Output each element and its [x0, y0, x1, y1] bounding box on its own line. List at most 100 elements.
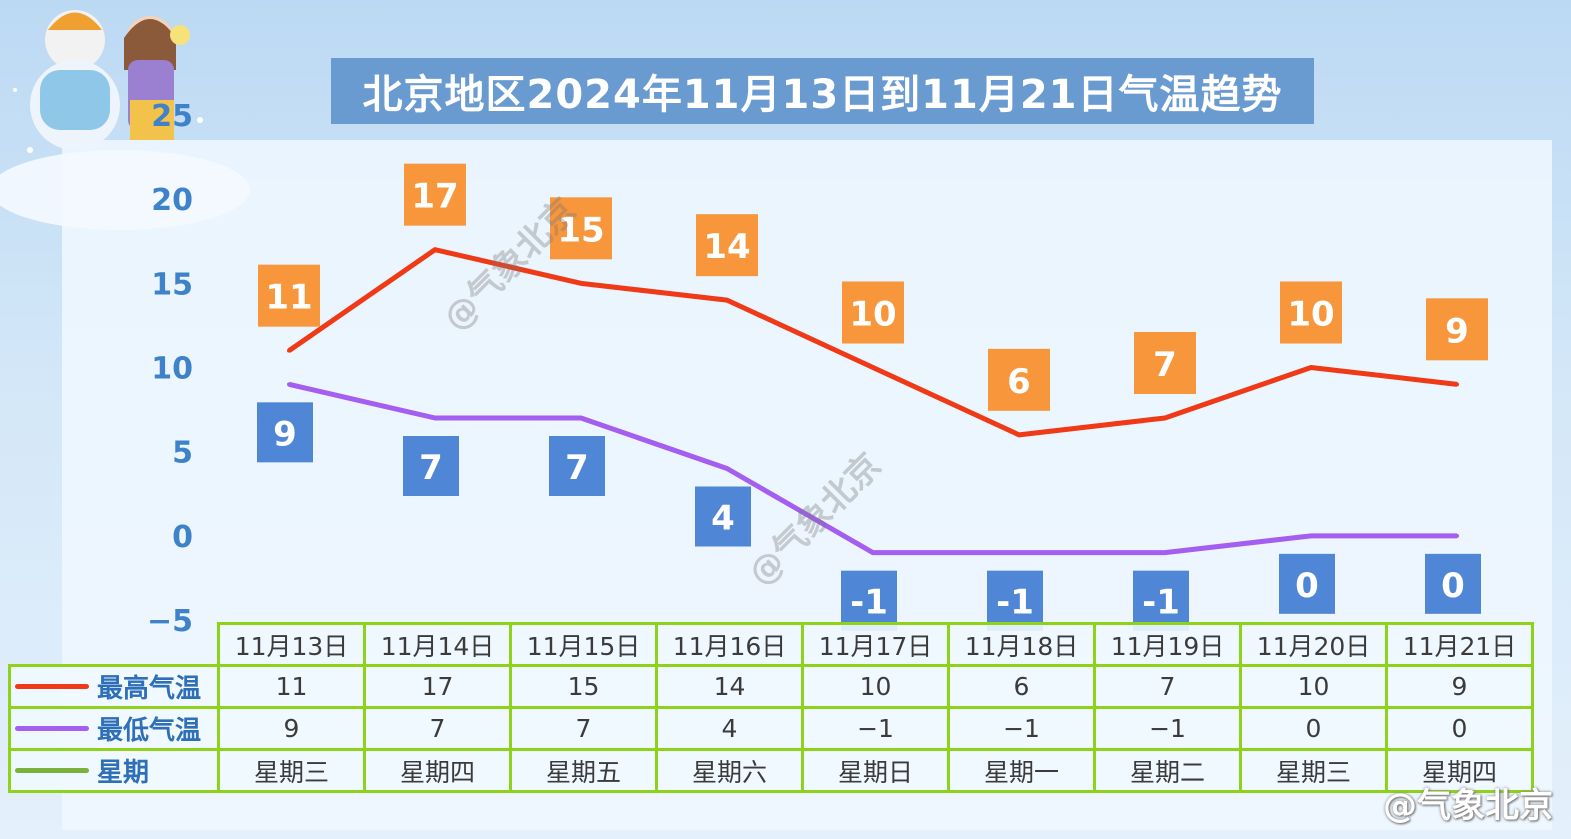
table-low-cell: −1 [947, 706, 1096, 751]
low-temp-series [287, 381, 1459, 556]
high-label-box [696, 214, 758, 277]
table-week-cell: 星期四 [363, 748, 512, 793]
table-week-cell: 星期二 [1093, 748, 1242, 793]
high-label-box [258, 264, 320, 327]
low-data-label: 7 [565, 448, 589, 488]
low-label-box [987, 570, 1043, 631]
table-week-cell: 星期一 [947, 748, 1096, 793]
weibo-credit: @气象北京 [1383, 786, 1553, 826]
table-high-cell: 9 [1385, 664, 1534, 709]
table-low-cell: 7 [363, 706, 512, 751]
legend-low-swatch [15, 726, 89, 731]
low-temp-line-point [1455, 533, 1459, 538]
table-row-low: 最低气温 9 7 7 4 −1 −1 −1 0 0 [8, 706, 1534, 751]
table-week-cell: 星期三 [217, 748, 366, 793]
high-data-label: 10 [849, 295, 896, 335]
legend-low: 最低气温 [8, 706, 220, 751]
legend-low-label: 最低气温 [97, 716, 202, 746]
low-temp-line-point [433, 416, 437, 420]
table-corner [10, 624, 219, 666]
table-date-cell: 11月16日 [655, 622, 804, 667]
legend-week-swatch [15, 768, 89, 773]
table-low-cell: 4 [655, 706, 804, 751]
table-low-cell: 7 [509, 706, 658, 751]
low-label-box [1279, 553, 1335, 614]
high-temp-line-point [1309, 365, 1313, 370]
table-low-cell: −1 [801, 706, 950, 751]
y-axis-ticks: 25 20 15 10 5 0 −5 [147, 99, 193, 639]
table-row-high: 最高气温 11 17 15 14 10 6 7 10 9 [8, 664, 1534, 709]
y-tick-label: 15 [151, 267, 193, 302]
y-tick-label: 5 [172, 436, 193, 471]
high-data-label: 17 [411, 177, 458, 217]
low-data-label: 0 [1295, 566, 1319, 606]
low-data-label: -1 [850, 583, 888, 623]
low-data-label: 4 [711, 499, 735, 539]
y-tick-label: 0 [172, 520, 193, 555]
low-label-box [695, 486, 751, 547]
high-label-box [1280, 281, 1342, 344]
table-week-cell: 星期日 [801, 748, 950, 793]
legend-week-label: 星期 [97, 758, 150, 788]
high-label-box [1426, 298, 1488, 361]
high-data-label: 11 [265, 278, 312, 318]
table-high-cell: 11 [217, 664, 366, 709]
low-label-box [1425, 553, 1481, 614]
low-label-box [841, 570, 897, 631]
high-temp-labels: 11 17 15 14 10 6 7 10 9 [258, 163, 1488, 411]
y-tick-label: 20 [151, 183, 193, 218]
low-label-box [549, 436, 605, 496]
table-date-cell: 11月21日 [1385, 622, 1534, 667]
low-temp-line-point [287, 382, 291, 387]
low-data-label: -1 [1142, 583, 1180, 623]
low-label-box [1133, 570, 1189, 631]
high-temp-line-point [871, 365, 875, 370]
low-data-label: 0 [1441, 566, 1465, 606]
winter-illustration [0, 10, 250, 230]
low-temp-labels: 9 7 7 4 -1 -1 -1 0 0 [257, 402, 1481, 631]
high-data-label: 6 [1007, 362, 1031, 402]
low-label-box [257, 402, 313, 463]
high-data-label: 10 [1287, 295, 1334, 335]
high-temp-series [287, 247, 1459, 438]
high-label-box [842, 281, 904, 344]
y-tick-label: 10 [151, 352, 193, 387]
data-table: 11月13日 11月14日 11月15日 11月16日 11月17日 11月18… [8, 622, 1534, 793]
low-data-label: 7 [419, 448, 443, 488]
table-week-cell: 星期三 [1239, 748, 1388, 793]
title-banner: 北京地区2024年11月13日到11月21日气温趋势 [331, 58, 1314, 124]
low-temp-line-point [1163, 550, 1167, 555]
table-week-cell: 星期六 [655, 748, 804, 793]
high-temp-line-point [1163, 416, 1167, 420]
chart-title: 北京地区2024年11月13日到11月21日气温趋势 [362, 72, 1283, 118]
y-tick-label: −5 [147, 604, 193, 639]
legend-high: 最高气温 [8, 664, 220, 709]
low-label-box [403, 436, 459, 496]
high-temp-line-point [725, 298, 729, 303]
table-high-cell: 14 [655, 664, 804, 709]
table-date-cell: 11月15日 [509, 622, 658, 667]
low-data-label: -1 [996, 583, 1034, 623]
table-week-cell: 星期四 [1385, 748, 1534, 793]
high-data-label: 7 [1153, 345, 1177, 385]
high-temp-line-point [579, 281, 583, 286]
table-high-cell: 6 [947, 664, 1096, 709]
high-temp-line-point [287, 348, 291, 353]
table-high-cell: 7 [1093, 664, 1242, 709]
low-temp-line-point [579, 416, 583, 420]
high-data-label: 15 [557, 210, 604, 250]
table-low-cell: 9 [217, 706, 366, 751]
low-temp-line-point [1309, 533, 1313, 538]
table-date-cell: 11月20日 [1239, 622, 1388, 667]
legend-week: 星期 [8, 748, 220, 793]
table-high-cell: 10 [1239, 664, 1388, 709]
table-high-cell: 10 [801, 664, 950, 709]
low-data-label: 9 [273, 414, 297, 454]
table-date-cell: 11月19日 [1093, 622, 1242, 667]
high-label-box [988, 348, 1050, 411]
table-low-cell: 0 [1385, 706, 1534, 751]
high-temp-line-point [433, 247, 437, 252]
high-label-box [1134, 332, 1196, 394]
table-date-cell: 11月18日 [947, 622, 1096, 667]
